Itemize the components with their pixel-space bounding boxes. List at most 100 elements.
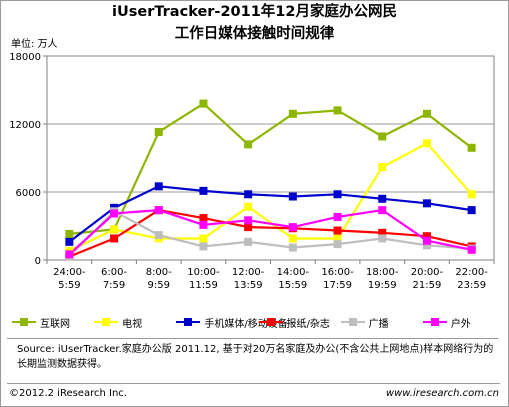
chart-title-line2: 工作日媒体接触时间规律	[174, 26, 335, 42]
data-point	[378, 206, 387, 215]
data-point	[65, 237, 74, 246]
x-tick-label: 5:59	[58, 280, 80, 291]
x-tick-label: 10:00-	[187, 267, 220, 278]
legend-item: 手机媒体/移动设备	[176, 312, 288, 332]
y-tick-label: 18000	[9, 52, 41, 63]
legend-swatch	[176, 317, 201, 327]
chart-title-line1: iUserTracker-2011年12月家庭办公网民	[112, 4, 397, 20]
data-point	[422, 199, 431, 208]
legend-item: 户外	[422, 312, 471, 332]
data-point	[378, 132, 387, 141]
series-line	[69, 102, 473, 235]
data-point	[288, 243, 297, 252]
x-tick-label: 6:00-	[101, 267, 127, 278]
data-point	[422, 109, 431, 118]
x-tick-label: 16:00-	[321, 267, 354, 278]
series-line	[68, 185, 472, 243]
data-point	[467, 143, 476, 152]
data-point	[422, 236, 431, 245]
legend-item: 互联网	[12, 312, 70, 332]
legend-swatch	[422, 317, 447, 327]
data-point	[244, 223, 253, 232]
legend-swatch	[94, 317, 119, 327]
data-point	[422, 139, 431, 148]
website-text: www.iresearch.com.cn	[385, 388, 499, 399]
y-tick-label: 0	[35, 256, 41, 267]
data-point	[378, 163, 387, 172]
x-tick-label: 17:59	[323, 280, 352, 291]
data-point	[288, 234, 297, 243]
x-tick-label: 12:00-	[232, 267, 265, 278]
data-point	[244, 237, 253, 246]
x-tick-label: 20:00-	[411, 267, 444, 278]
x-tick-label: 9:59	[148, 280, 170, 291]
legend-swatch	[258, 317, 283, 327]
chart-legend: 互联网 电视 手机媒体/移动设备 报纸/杂志 广播 户外	[8, 312, 501, 332]
source-box: Source: iUserTracker.家庭办公版 2011.12, 基于对2…	[7, 338, 498, 375]
data-point	[378, 194, 387, 203]
x-tick-label: 22:00-	[455, 267, 488, 278]
data-point	[65, 250, 74, 259]
x-tick-label: 7:59	[103, 280, 125, 291]
footer-divider	[7, 383, 500, 384]
data-point	[333, 226, 342, 235]
x-tick-label: 14:00-	[277, 267, 310, 278]
data-point	[288, 223, 297, 232]
data-point	[110, 234, 119, 243]
legend-label: 报纸/杂志	[286, 318, 330, 330]
data-point	[199, 220, 208, 229]
data-point	[467, 245, 476, 254]
data-point	[244, 190, 253, 199]
data-point	[154, 182, 163, 191]
data-point	[199, 234, 208, 243]
x-tick-label: 13:59	[234, 280, 263, 291]
data-point	[154, 127, 163, 136]
legend-label: 互联网	[40, 318, 70, 330]
series-line	[68, 210, 472, 258]
data-point	[244, 202, 253, 211]
data-point	[110, 209, 119, 218]
data-point	[333, 212, 342, 221]
legend-label: 户外	[450, 318, 471, 330]
legend-item: 电视	[94, 312, 142, 332]
x-tick-label: 18:00-	[366, 267, 399, 278]
data-point	[199, 214, 208, 223]
data-point	[244, 216, 253, 225]
x-tick-label: 15:59	[278, 280, 307, 291]
data-point	[467, 206, 476, 215]
plot-area	[46, 55, 495, 261]
data-point	[65, 229, 74, 238]
data-point	[378, 234, 387, 243]
legend-swatch	[340, 317, 365, 327]
series-line	[68, 209, 472, 256]
data-point	[199, 186, 208, 195]
data-point	[333, 190, 342, 199]
y-tick-label: 12000	[9, 120, 41, 131]
source-note: Source: iUserTracker.家庭办公版 2011.12, 基于对2…	[17, 344, 494, 370]
x-tick-label: 8:00-	[146, 267, 172, 278]
data-point	[244, 140, 253, 149]
data-point	[199, 99, 208, 108]
x-tick-label: 24:00-	[53, 267, 86, 278]
y-unit-label: 单位: 万人	[11, 39, 58, 50]
legend-item: 广播	[340, 312, 389, 332]
data-point	[333, 240, 342, 249]
data-point	[467, 190, 476, 199]
legend-label: 手机媒体/移动设备	[204, 318, 288, 330]
y-tick-label: 6000	[16, 188, 41, 199]
legend-swatch	[12, 317, 36, 327]
copyright-text: ©2012.2 iResearch Inc.	[9, 388, 127, 399]
data-point	[288, 109, 297, 118]
x-tick-label: 23:59	[457, 280, 486, 291]
x-tick-label: 19:59	[368, 280, 397, 291]
x-tick-label: 11:59	[189, 280, 218, 291]
data-point	[110, 225, 119, 234]
x-tick-label: 21:59	[413, 280, 442, 291]
data-point	[333, 106, 342, 115]
data-point	[154, 231, 163, 240]
data-point	[154, 206, 163, 215]
data-point	[199, 242, 208, 251]
legend-item: 报纸/杂志	[258, 312, 330, 332]
legend-label: 电视	[122, 318, 143, 330]
data-point	[288, 192, 297, 201]
